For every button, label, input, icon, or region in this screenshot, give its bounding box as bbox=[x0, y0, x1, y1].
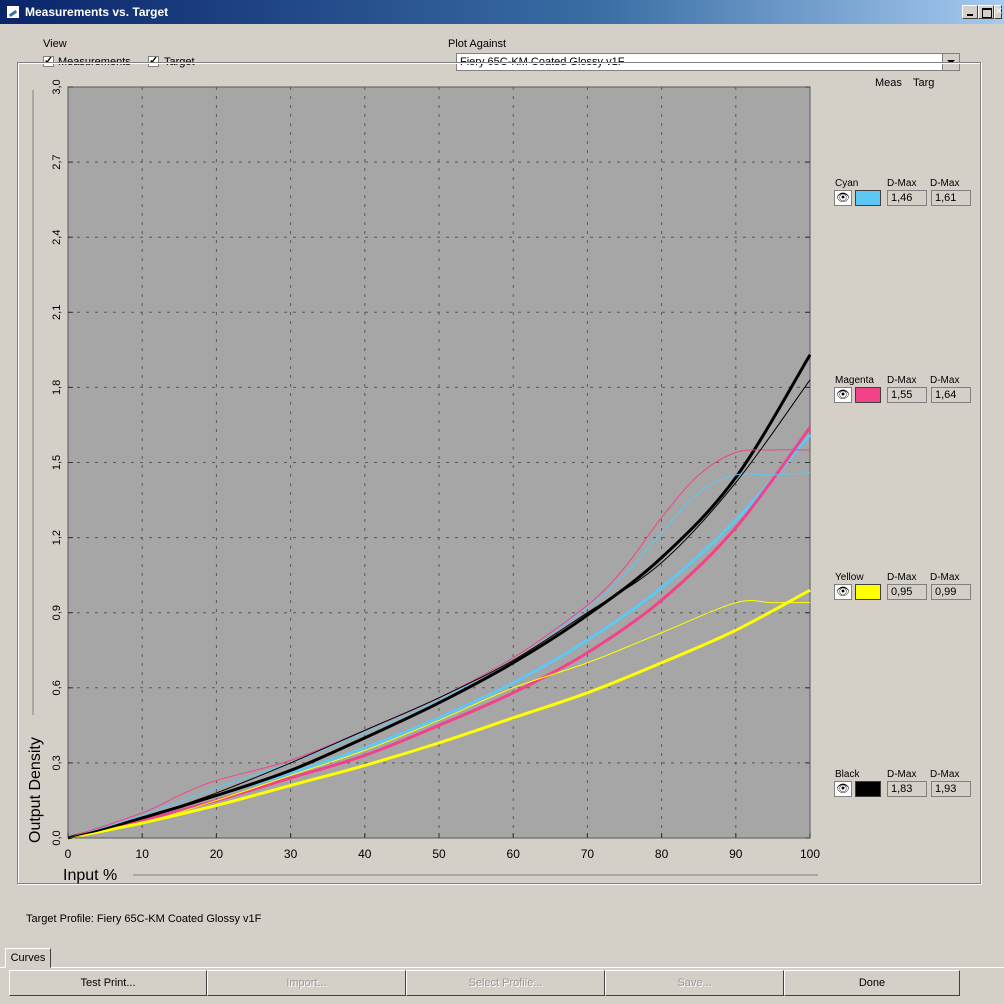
x-tick-label: 30 bbox=[284, 847, 298, 861]
x-tick-label: 70 bbox=[581, 847, 595, 861]
grid-lines bbox=[67, 86, 811, 839]
color-swatch[interactable] bbox=[855, 387, 881, 403]
meas-value: 1,46 bbox=[887, 190, 927, 206]
measurements-checkbox[interactable] bbox=[43, 54, 54, 67]
chart-group bbox=[17, 62, 981, 884]
x-tick-label: 50 bbox=[432, 847, 446, 861]
eye-icon[interactable]: 👁 bbox=[834, 387, 852, 403]
y-tick-label: 3,0 bbox=[51, 79, 63, 94]
x-tick-label: 20 bbox=[210, 847, 224, 861]
series-lines bbox=[67, 354, 812, 840]
x-tick-label: 80 bbox=[655, 847, 669, 861]
targ-dmax-label: D-Max bbox=[930, 572, 960, 583]
meas-dmax-label: D-Max bbox=[887, 178, 917, 189]
y-tick-label: 1,5 bbox=[51, 455, 63, 470]
target-profile-text: Target Profile: Fiery 65C-KM Coated Glos… bbox=[26, 913, 262, 925]
y-tick-label: 2,4 bbox=[51, 230, 63, 245]
color-swatch[interactable] bbox=[855, 190, 881, 206]
channel-name: Cyan bbox=[835, 178, 859, 189]
save-button[interactable]: Save... bbox=[605, 970, 784, 996]
color-swatch[interactable] bbox=[855, 584, 881, 600]
y-tick-label: 0,6 bbox=[51, 680, 63, 695]
done-button[interactable]: Done bbox=[784, 970, 960, 996]
series-magenta-measured bbox=[67, 449, 811, 839]
meas-value: 0,95 bbox=[887, 584, 927, 600]
eye-icon[interactable]: 👁 bbox=[834, 584, 852, 600]
targ-value: 1,64 bbox=[931, 387, 971, 403]
meas-value: 1,83 bbox=[887, 781, 927, 797]
y-tick-label: 1,8 bbox=[51, 380, 63, 395]
x-axis-label: Input % bbox=[63, 867, 117, 884]
targ-dmax-label: D-Max bbox=[930, 769, 960, 780]
meas-dmax-label: D-Max bbox=[887, 769, 917, 780]
meas-dmax-label: D-Max bbox=[887, 572, 917, 583]
series-yellow-measured bbox=[67, 599, 810, 839]
y-tick-label: 0,0 bbox=[51, 830, 63, 845]
x-tick-label: 60 bbox=[507, 847, 521, 861]
y-tick-label: 1,2 bbox=[51, 530, 63, 545]
app-icon bbox=[6, 5, 20, 19]
meas-dmax-label: D-Max bbox=[887, 375, 917, 386]
x-tick-label: 40 bbox=[358, 847, 372, 861]
channel-name: Yellow bbox=[835, 572, 864, 583]
y-tick-label: 0,9 bbox=[51, 605, 63, 620]
view-label: View bbox=[43, 38, 67, 50]
window-title: Measurements vs. Target bbox=[25, 5, 169, 19]
eye-icon[interactable]: 👁 bbox=[834, 781, 852, 797]
targ-value: 0,99 bbox=[931, 584, 971, 600]
tab-curves[interactable]: Curves bbox=[5, 948, 51, 968]
eye-icon[interactable]: 👁 bbox=[834, 190, 852, 206]
targ-header: Targ bbox=[913, 77, 935, 89]
targ-dmax-label: D-Max bbox=[930, 375, 960, 386]
series-yellow-target bbox=[67, 588, 811, 840]
meas-header: Meas bbox=[875, 77, 902, 89]
y-tick-label: 2,1 bbox=[51, 305, 63, 320]
series-black-target bbox=[67, 354, 812, 840]
select-profile-button[interactable]: Select Profile... bbox=[406, 970, 605, 996]
targ-value: 1,61 bbox=[931, 190, 971, 206]
test-print-button[interactable]: Test Print... bbox=[9, 970, 207, 996]
y-tick-label: 2,7 bbox=[51, 154, 63, 169]
target-checkbox[interactable] bbox=[148, 54, 159, 67]
targ-value: 1,93 bbox=[931, 781, 971, 797]
color-swatch[interactable] bbox=[855, 781, 881, 797]
x-tick-label: 0 bbox=[65, 847, 72, 861]
series-black-measured bbox=[67, 379, 811, 839]
minimize-button[interactable] bbox=[962, 5, 978, 19]
y-tick-labels: 0,0 0,3 0,6 0,9 1,2 1,5 1,8 2,1 2,4 2,7 3,0 bbox=[51, 79, 63, 845]
channel-name: Black bbox=[835, 769, 860, 780]
plot-against-label: Plot Against bbox=[448, 38, 507, 50]
x-tick-label: 10 bbox=[136, 847, 150, 861]
y-axis-label: Output Density bbox=[27, 737, 44, 843]
x-tick-label: 100 bbox=[800, 847, 820, 861]
channel-name: Magenta bbox=[835, 375, 874, 386]
close-button[interactable] bbox=[994, 3, 1003, 19]
targ-dmax-label: D-Max bbox=[930, 178, 960, 189]
x-tick-label: 90 bbox=[729, 847, 743, 861]
import-button[interactable]: Import... bbox=[207, 970, 406, 996]
y-tick-label: 0,3 bbox=[51, 755, 63, 770]
tab-strip-line bbox=[0, 967, 1004, 968]
meas-value: 1,55 bbox=[887, 387, 927, 403]
title-bar: Measurements vs. Target bbox=[0, 0, 1004, 24]
x-tick-labels: 0 10 20 30 40 50 60 70 80 90 100 bbox=[65, 847, 821, 861]
